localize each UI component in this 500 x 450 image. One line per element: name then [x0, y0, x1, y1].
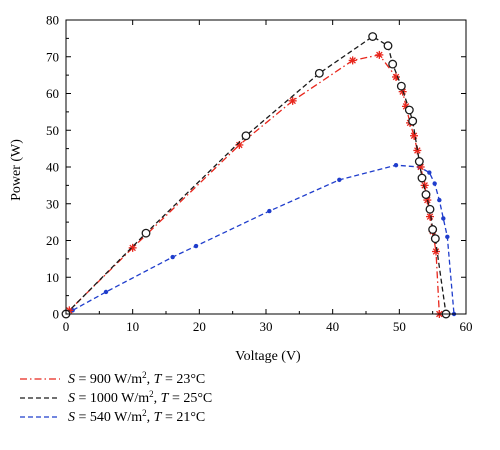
data-point: [408, 116, 418, 126]
data-point: [348, 56, 357, 65]
data-point: [388, 59, 398, 69]
data-point: [417, 173, 427, 183]
series-line: [65, 164, 455, 315]
y-axis-title: Power (W): [9, 139, 24, 201]
data-point: [193, 243, 199, 249]
data-point: [383, 41, 393, 51]
y-tick-label: 60: [46, 86, 59, 101]
data-point: [241, 131, 251, 141]
data-point: [314, 68, 324, 78]
legend-label: S = 900 W/m2, T = 23°C: [68, 370, 205, 387]
data-point: [425, 204, 435, 214]
data-point: [288, 96, 297, 105]
x-tick-label: 60: [460, 319, 473, 334]
data-point: [430, 234, 440, 244]
x-tick-label: 40: [326, 319, 339, 334]
x-tick-label: 10: [126, 319, 139, 334]
x-tick-label: 20: [193, 319, 206, 334]
series-3: [63, 162, 457, 317]
series-1: [62, 50, 444, 318]
data-point: [103, 289, 109, 295]
data-point: [396, 81, 406, 91]
legend-item-2: S = 1000 W/m2, T = 25°C: [20, 389, 212, 406]
data-point: [445, 234, 450, 240]
series-line: [65, 35, 447, 315]
y-tick-label: 50: [46, 123, 59, 138]
data-point: [368, 32, 378, 41]
series-line: [65, 54, 440, 315]
y-tick-label: 30: [46, 196, 59, 211]
plot-frame: [65, 19, 467, 315]
series-2: [61, 32, 451, 319]
data-point: [432, 181, 437, 186]
data-point: [128, 243, 137, 252]
data-point: [393, 162, 399, 168]
data-point: [437, 197, 442, 203]
data-point: [421, 190, 431, 200]
x-tick-label: 50: [393, 319, 406, 334]
data-point: [141, 228, 151, 238]
legend-label: S = 1000 W/m2, T = 25°C: [68, 389, 212, 406]
x-tick-label: 0: [63, 319, 70, 334]
data-point: [267, 208, 272, 214]
data-point: [414, 157, 424, 166]
data-point: [441, 216, 446, 221]
data-point: [170, 254, 175, 260]
y-tick-label: 0: [53, 307, 60, 322]
data-point: [375, 50, 384, 59]
data-point: [426, 212, 434, 221]
x-axis-title: Voltage (V): [235, 349, 301, 364]
data-point: [427, 170, 432, 175]
data-point: [428, 225, 438, 234]
y-tick-label: 20: [46, 233, 59, 248]
x-tick-label: 30: [260, 319, 273, 334]
legend: S = 900 W/m2, T = 23°C S = 1000 W/m2, T =…: [20, 370, 212, 425]
axes: 0 10 20 30 40 50 60 0 10 20 30 40 50 60 70 80: [46, 13, 473, 335]
y-tick-label: 10: [46, 270, 59, 285]
y-tick-label: 40: [46, 160, 59, 175]
legend-item-1: S = 900 W/m2, T = 23°C: [20, 370, 205, 387]
legend-item-3: S = 540 W/m2, T = 21°C: [20, 408, 205, 425]
legend-label: S = 540 W/m2, T = 21°C: [68, 408, 205, 425]
plot-area: [61, 32, 457, 319]
y-tick-label: 80: [46, 13, 59, 28]
y-tick-label: 70: [46, 49, 59, 64]
data-point: [432, 247, 440, 256]
data-point: [404, 105, 414, 115]
data-point: [337, 177, 342, 183]
